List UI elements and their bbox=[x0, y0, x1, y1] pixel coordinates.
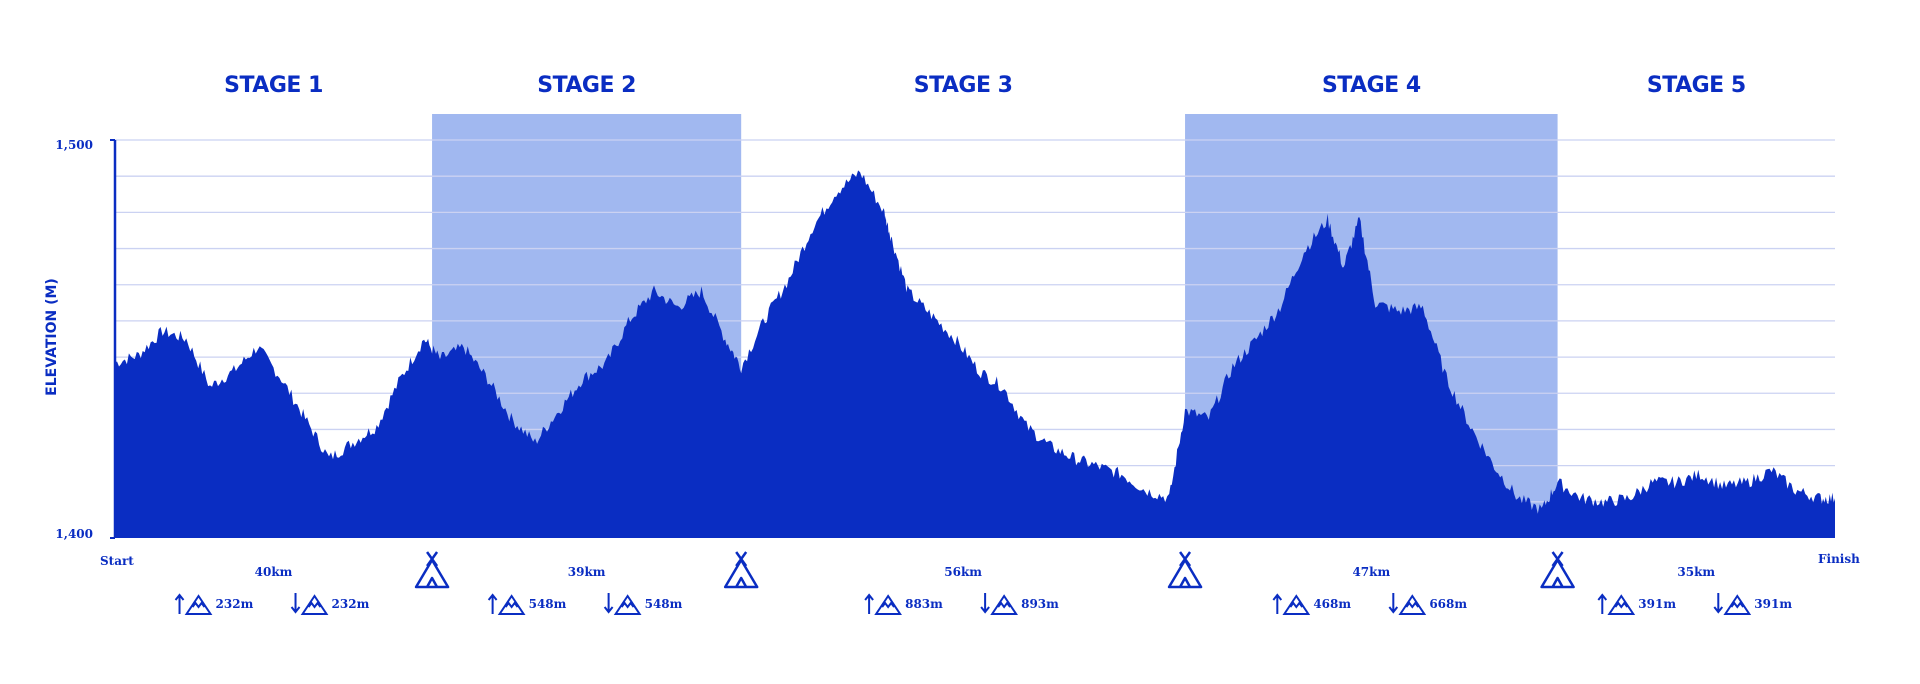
camp-icon bbox=[723, 551, 759, 589]
x-start-label: Start bbox=[100, 554, 134, 568]
stage-distance: 39km bbox=[568, 565, 606, 579]
down-arrow bbox=[1713, 593, 1724, 614]
stage-distance: 47km bbox=[1352, 565, 1390, 579]
stage-title: STAGE 5 bbox=[1647, 73, 1746, 98]
mountain-icon bbox=[990, 594, 1018, 615]
mountain-icon bbox=[1607, 594, 1636, 615]
elevation-area bbox=[115, 170, 1835, 538]
y-tick-label-max: 1,500 bbox=[55, 138, 93, 152]
mountain-icon bbox=[300, 594, 329, 615]
stage-title: STAGE 1 bbox=[224, 73, 323, 98]
mountain-icon bbox=[497, 594, 526, 615]
down-arrow bbox=[980, 593, 990, 614]
stage-ascent: 232m bbox=[216, 597, 254, 611]
camp-markers bbox=[414, 551, 1575, 589]
up-arrow bbox=[864, 593, 874, 614]
tent-shape bbox=[723, 551, 759, 589]
down-arrow bbox=[603, 593, 614, 614]
down-arrow bbox=[1388, 593, 1399, 614]
tent-shape bbox=[414, 551, 450, 589]
y-axis-label: ELEVATION (M) bbox=[44, 278, 60, 396]
camp-icon bbox=[414, 551, 450, 589]
up-arrow bbox=[1597, 593, 1608, 614]
stage-descent: 391m bbox=[1754, 597, 1792, 611]
x-end-label: Finish bbox=[1818, 552, 1860, 566]
mountain-icon bbox=[1282, 594, 1311, 615]
ascent-icon bbox=[1597, 593, 1636, 615]
tent-shape bbox=[1167, 551, 1203, 589]
stage-title: STAGE 2 bbox=[537, 73, 636, 98]
stage-title: STAGE 3 bbox=[914, 73, 1013, 98]
ascent-icon bbox=[487, 593, 526, 615]
descent-icon bbox=[1388, 593, 1427, 615]
camp-icon bbox=[1167, 551, 1203, 589]
descent-icon bbox=[603, 593, 642, 615]
mountain-icon bbox=[1398, 594, 1427, 615]
ascent-icon bbox=[864, 593, 902, 615]
mountain-icon bbox=[613, 594, 642, 615]
descent-icon bbox=[290, 593, 329, 615]
stage-ascent: 468m bbox=[1313, 597, 1351, 611]
stage-labels: STAGE 1 40km 232m 232m STAGE 2 39km 548m 548m ST… bbox=[174, 73, 1792, 615]
stage-descent: 893m bbox=[1021, 597, 1059, 611]
stage-distance: 35km bbox=[1677, 565, 1715, 579]
stage-ascent: 548m bbox=[529, 597, 567, 611]
stage-distance: 56km bbox=[944, 565, 982, 579]
up-arrow bbox=[1272, 593, 1283, 614]
ascent-icon bbox=[174, 593, 213, 615]
mountain-icon bbox=[874, 594, 902, 615]
stage-title: STAGE 4 bbox=[1322, 73, 1421, 98]
stage-ascent: 391m bbox=[1638, 597, 1676, 611]
camp-icon bbox=[1540, 551, 1575, 589]
stage-descent: 232m bbox=[332, 597, 370, 611]
mountain-icon bbox=[184, 594, 213, 615]
descent-icon bbox=[1713, 593, 1752, 615]
ascent-icon bbox=[1272, 593, 1311, 615]
stage-distance: 40km bbox=[255, 565, 293, 579]
up-arrow bbox=[487, 593, 498, 614]
stage-descent: 548m bbox=[645, 597, 683, 611]
down-arrow bbox=[290, 593, 301, 614]
y-tick-label-min: 1,400 bbox=[55, 527, 93, 541]
stage-ascent: 883m bbox=[905, 597, 943, 611]
tent-shape bbox=[1540, 551, 1575, 589]
descent-icon bbox=[980, 593, 1018, 615]
mountain-icon bbox=[1723, 594, 1752, 615]
up-arrow bbox=[174, 593, 185, 614]
stage-descent: 668m bbox=[1429, 597, 1467, 611]
